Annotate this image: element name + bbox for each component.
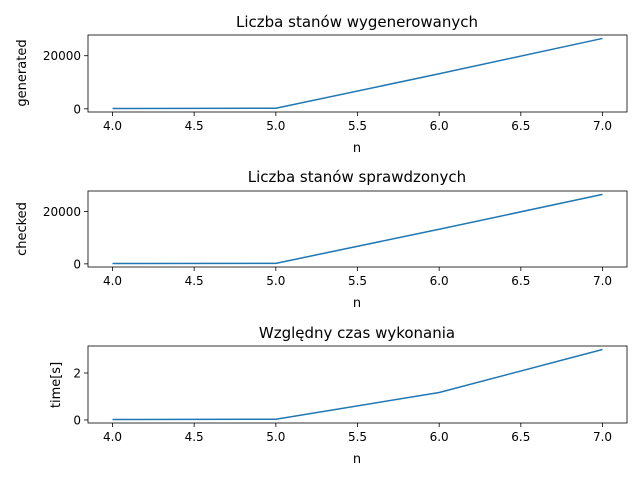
x-axis-label-time: n <box>353 452 361 467</box>
y-axis-label-time: time[s] <box>49 362 64 408</box>
x-tick-label-time: 5.5 <box>348 430 367 444</box>
x-tick-label-checked: 4.0 <box>103 274 122 288</box>
plot-area-time: 4.0 4.5 5.0 5.5 6.0 6.5 7.0 0 2 <box>73 345 628 444</box>
y-tick-label-generated: 20000 <box>43 49 81 63</box>
x-tick-label-generated: 5.0 <box>266 119 285 133</box>
x-tick-label-generated: 7.0 <box>593 119 612 133</box>
x-tick-label-generated: 6.5 <box>511 119 530 133</box>
y-tick-label-checked: 20000 <box>43 205 81 219</box>
x-tick-label-time: 7.0 <box>593 430 612 444</box>
x-tick-label-generated: 6.0 <box>430 119 449 133</box>
x-tick-label-generated: 4.5 <box>185 119 204 133</box>
x-tick-label-generated: 5.5 <box>348 119 367 133</box>
y-tick-label-generated: 0 <box>73 102 81 116</box>
subplot-time: Względny czas wykonania time[s] n 4.0 4.5… <box>49 324 628 467</box>
x-tick-label-checked: 6.5 <box>511 274 530 288</box>
x-tick-label-time: 6.5 <box>511 430 530 444</box>
y-axis-label-checked: checked <box>15 202 30 256</box>
x-axis-label-generated: n <box>353 141 361 156</box>
x-tick-label-time: 4.5 <box>185 430 204 444</box>
chart-title-time: Względny czas wykonania <box>259 324 455 342</box>
plot-area-generated: 4.0 4.5 5.0 5.5 6.0 6.5 7.0 0 20000 <box>43 34 628 133</box>
series-line-time-0 <box>112 348 603 421</box>
plot-frame-generated <box>87 34 628 113</box>
chart-title-checked: Liczba stanów sprawdzonych <box>248 168 466 186</box>
plot-area-checked: 4.0 4.5 5.0 5.5 6.0 6.5 7.0 0 20000 <box>43 190 628 288</box>
x-tick-label-checked: 6.0 <box>430 274 449 288</box>
subplot-checked: Liczba stanów sprawdzonych checked n 4.0… <box>15 168 628 311</box>
x-axis-label-checked: n <box>353 296 361 311</box>
subplot-generated: Liczba stanów wygenerowanych generated n… <box>15 13 628 156</box>
x-tick-label-time: 5.0 <box>266 430 285 444</box>
series-line-generated-0 <box>112 37 603 110</box>
x-tick-label-checked: 5.0 <box>266 274 285 288</box>
series-line-checked-0 <box>112 193 603 265</box>
x-tick-label-checked: 4.5 <box>185 274 204 288</box>
x-tick-label-time: 6.0 <box>430 430 449 444</box>
x-tick-label-generated: 4.0 <box>103 119 122 133</box>
x-tick-label-time: 4.0 <box>103 430 122 444</box>
x-tick-label-checked: 7.0 <box>593 274 612 288</box>
chart-title-generated: Liczba stanów wygenerowanych <box>236 13 478 31</box>
y-axis-label-generated: generated <box>15 39 30 106</box>
y-tick-label-time: 2 <box>73 366 81 380</box>
x-tick-label-checked: 5.5 <box>348 274 367 288</box>
y-tick-label-checked: 0 <box>73 257 81 271</box>
plot-frame-time <box>87 345 628 424</box>
plot-frame-checked <box>87 190 628 268</box>
y-tick-label-time: 0 <box>73 413 81 427</box>
